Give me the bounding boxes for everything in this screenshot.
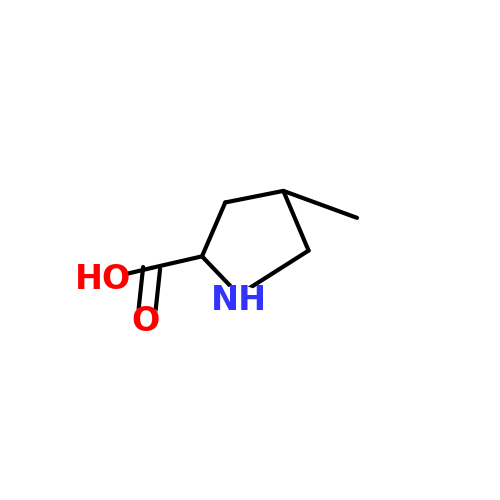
Text: O: O [132,306,160,338]
Text: NH: NH [211,284,267,317]
Text: HO: HO [75,263,132,296]
Ellipse shape [216,286,262,315]
Ellipse shape [78,265,128,294]
Ellipse shape [130,308,162,336]
